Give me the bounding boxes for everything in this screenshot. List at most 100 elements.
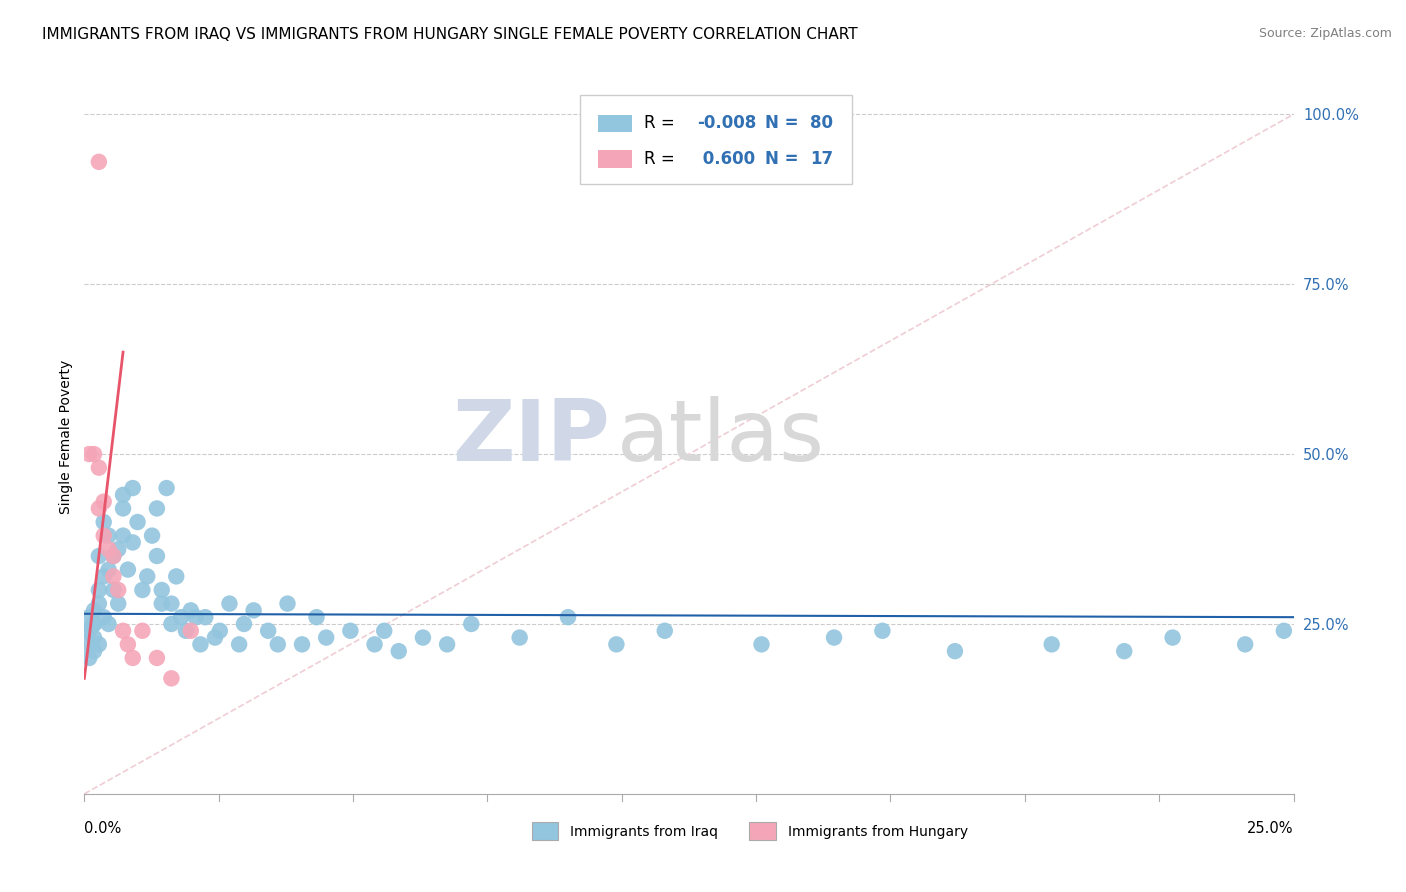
Point [131, 582, 153, 597]
Point [83, 631, 105, 645]
Point [943, 644, 966, 658]
Point [605, 637, 627, 651]
Point [276, 597, 298, 611]
Point [141, 528, 163, 542]
Point [87, 549, 110, 563]
Point [93, 528, 115, 542]
Text: 0.600: 0.600 [697, 150, 755, 168]
Text: R =: R = [644, 150, 681, 168]
Point [291, 637, 314, 651]
Point [87, 637, 110, 651]
Point [97, 542, 120, 557]
Point [373, 624, 395, 638]
Point [305, 610, 328, 624]
Point [218, 597, 240, 611]
Text: 17: 17 [810, 150, 832, 168]
Point [83, 617, 105, 632]
Point [150, 597, 173, 611]
Point [107, 597, 129, 611]
Text: -0.008: -0.008 [697, 114, 756, 132]
Point [93, 610, 115, 624]
Point [208, 624, 231, 638]
Bar [599, 114, 633, 132]
Point [97, 617, 120, 632]
Text: IMMIGRANTS FROM IRAQ VS IMMIGRANTS FROM HUNGARY SINGLE FEMALE POVERTY CORRELATIO: IMMIGRANTS FROM IRAQ VS IMMIGRANTS FROM … [42, 27, 858, 42]
Point [93, 515, 115, 529]
Point [184, 610, 207, 624]
Text: R =: R = [644, 114, 681, 132]
Text: 25.0%: 25.0% [1247, 822, 1294, 836]
Point [194, 610, 217, 624]
Point [1114, 644, 1136, 658]
Point [204, 631, 226, 645]
Point [509, 631, 531, 645]
Text: N =: N = [765, 114, 804, 132]
Point [412, 631, 434, 645]
Point [103, 549, 125, 563]
Text: 0.0%: 0.0% [84, 822, 121, 836]
Point [654, 624, 676, 638]
Point [315, 631, 337, 645]
Point [127, 515, 149, 529]
Point [83, 644, 105, 658]
Point [97, 528, 120, 542]
Point [112, 528, 135, 542]
Point [83, 447, 105, 461]
Point [180, 624, 202, 638]
Point [180, 603, 202, 617]
Point [146, 651, 169, 665]
Point [155, 481, 177, 495]
Point [87, 597, 110, 611]
Point [339, 624, 361, 638]
Bar [531, 822, 558, 840]
Bar [599, 150, 633, 168]
Point [1161, 631, 1184, 645]
Point [267, 637, 290, 651]
Point [87, 501, 110, 516]
Point [131, 624, 153, 638]
Point [112, 488, 135, 502]
Point [751, 637, 773, 651]
Point [107, 542, 129, 557]
Text: Source: ZipAtlas.com: Source: ZipAtlas.com [1258, 27, 1392, 40]
Point [1040, 637, 1063, 651]
Point [87, 460, 110, 475]
Point [160, 597, 183, 611]
Point [557, 610, 579, 624]
Point [93, 494, 115, 508]
Point [257, 624, 280, 638]
Text: N =: N = [765, 150, 804, 168]
Point [228, 637, 250, 651]
Point [872, 624, 894, 638]
Text: atlas: atlas [616, 395, 824, 479]
Point [93, 569, 115, 583]
Point [174, 624, 197, 638]
Point [117, 563, 139, 577]
Point [823, 631, 845, 645]
Point [112, 624, 135, 638]
Point [436, 637, 458, 651]
Point [87, 582, 110, 597]
Point [121, 651, 143, 665]
Point [150, 582, 173, 597]
Text: Immigrants from Iraq: Immigrants from Iraq [571, 825, 718, 838]
Point [363, 637, 385, 651]
Point [103, 569, 125, 583]
Point [103, 582, 125, 597]
Point [190, 637, 212, 651]
Point [1272, 624, 1295, 638]
Point [112, 501, 135, 516]
Point [121, 481, 143, 495]
Point [460, 617, 482, 632]
Point [87, 154, 110, 169]
Point [388, 644, 411, 658]
FancyBboxPatch shape [581, 95, 852, 184]
Point [136, 569, 159, 583]
Point [107, 582, 129, 597]
Y-axis label: Single Female Poverty: Single Female Poverty [59, 360, 73, 514]
Point [1234, 637, 1257, 651]
Point [160, 671, 183, 685]
Point [146, 501, 169, 516]
Point [77, 447, 100, 461]
Point [77, 624, 100, 638]
